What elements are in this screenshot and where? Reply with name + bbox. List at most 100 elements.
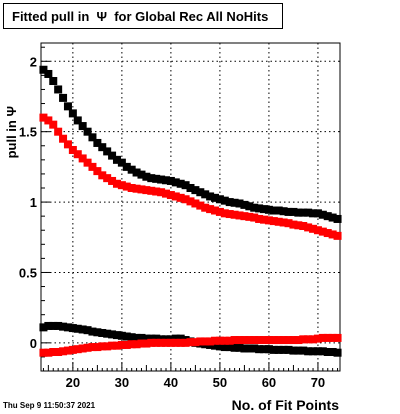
data-point [54,347,63,356]
data-point [264,336,273,345]
x-tick-label: 60 [262,375,276,390]
data-point [98,342,107,351]
data-point [44,116,53,125]
data-point [98,171,107,180]
data-point [68,345,77,354]
data-point [196,337,205,346]
data-point [59,322,68,331]
data-point [54,321,63,330]
data-point [73,345,82,354]
data-point [255,204,264,213]
data-point [176,334,185,343]
data-point [68,145,77,154]
data-point [44,321,53,330]
data-point [191,199,200,208]
data-point [157,338,166,347]
data-point [201,203,210,212]
data-point [225,198,234,207]
data-point [181,338,190,347]
data-point [235,211,244,220]
data-point [147,186,156,195]
data-point [313,347,322,356]
data-point [186,183,195,192]
data-point [108,151,117,160]
data-point [103,147,112,156]
data-point [161,189,170,198]
data-point [304,208,313,217]
series-0 [39,65,342,223]
data-point [220,343,229,352]
data-point [161,338,170,347]
data-point [63,102,72,111]
data-point [309,347,318,356]
data-point [240,336,249,345]
data-point [73,324,82,333]
data-point [230,336,239,345]
data-point [255,336,264,345]
data-point [333,333,342,342]
data-point [152,338,161,347]
data-series [39,65,342,357]
data-point [127,340,136,349]
data-point [289,336,298,345]
data-point [245,336,254,345]
data-point [333,214,342,223]
data-point [44,348,53,357]
data-point [220,196,229,205]
tick-labels: 20 30 40 50 60 70 0 0.5 1 1.5 2 [19,54,325,390]
data-point [230,210,239,219]
data-point [211,341,220,350]
timestamp: Thu Sep 9 11:50:37 2021 [3,401,96,410]
data-point [181,181,190,190]
data-point [191,338,200,347]
data-point [93,167,102,176]
data-point [279,218,288,227]
data-point [304,223,313,232]
y-tick-label: 0 [30,336,37,351]
data-point [240,212,249,221]
data-point [294,221,303,230]
data-point [44,69,53,78]
data-point [98,328,107,337]
data-point [260,345,269,354]
data-point [147,338,156,347]
data-point [112,155,121,164]
data-point [225,336,234,345]
data-point [132,168,141,177]
data-point [318,333,327,342]
data-point [117,158,126,167]
data-point [142,334,151,343]
data-point [137,170,146,179]
series-2 [39,321,342,357]
y-tick-label: 1.5 [19,125,37,140]
data-point [313,226,322,235]
data-point [78,122,87,131]
data-point [127,183,136,192]
data-point [88,327,97,336]
data-point [235,343,244,352]
data-point [122,162,131,171]
data-point [93,138,102,147]
axis-ticks [41,46,339,372]
data-point [269,206,278,215]
data-point [142,339,151,348]
y-tick-label: 1 [30,195,37,210]
data-point [206,337,215,346]
data-point [132,184,141,193]
data-point [122,340,131,349]
x-tick-label: 20 [66,375,80,390]
data-point [318,210,327,219]
data-point [176,179,185,188]
data-point [63,346,72,355]
data-point [245,212,254,221]
data-point [294,208,303,217]
data-point [39,113,48,122]
data-point [264,205,273,214]
data-point [211,336,220,345]
data-point [225,210,234,219]
data-point [108,330,117,339]
data-point [299,335,308,344]
data-point [313,334,322,343]
data-point [147,174,156,183]
data-point [59,93,68,102]
